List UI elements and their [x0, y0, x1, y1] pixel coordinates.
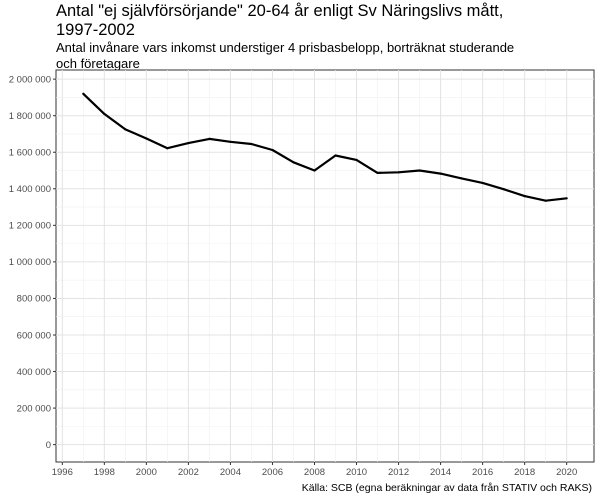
chart-title: Antal "ej självförsörjande" 20-64 år enl…: [56, 2, 504, 39]
x-tick-label: 2004: [220, 467, 241, 478]
data-point: [481, 181, 484, 185]
grid-lines: [56, 70, 594, 462]
y-tick-label: 1 800 000: [9, 111, 51, 122]
y-tick-label: 0: [46, 440, 51, 451]
data-point: [334, 154, 337, 157]
y-tick-label: 600 000: [17, 330, 51, 341]
data-point: [502, 188, 505, 191]
y-tick-label: 1 200 000: [9, 221, 51, 232]
x-tick-label: 2002: [178, 467, 199, 478]
y-tick-label: 1 400 000: [9, 184, 51, 195]
data-point: [439, 172, 442, 175]
data-point: [82, 92, 85, 95]
data-point: [523, 194, 526, 198]
x-tick-label: 1998: [94, 467, 115, 478]
data-point: [271, 148, 274, 152]
data-point: [250, 142, 253, 146]
data-point: [166, 147, 169, 150]
x-tick-label: 2016: [472, 467, 493, 478]
data-point: [418, 169, 421, 172]
y-tick-label: 2 000 000: [9, 74, 51, 85]
y-tick-label: 800 000: [17, 294, 51, 305]
data-point: [313, 169, 316, 172]
x-tick-label: 2020: [556, 467, 577, 478]
data-point: [355, 158, 358, 162]
x-tick-label: 2008: [304, 467, 325, 478]
data-point: [376, 171, 379, 174]
data-point: [187, 142, 190, 145]
series-line: [82, 93, 567, 202]
data-point: [103, 112, 106, 115]
data-point: [460, 177, 463, 180]
plot-panel: [55, 69, 595, 463]
data-point: [292, 161, 295, 164]
data-point: [145, 137, 148, 140]
y-tick-label: 200 000: [17, 403, 51, 414]
data-point: [229, 140, 232, 143]
x-tick-label: 2006: [262, 467, 283, 478]
y-tick-label: 1 000 000: [9, 257, 51, 268]
x-tick-label: 2018: [514, 467, 535, 478]
data-point: [124, 128, 127, 131]
series-layer: [82, 92, 568, 202]
x-tick-label: 2014: [430, 467, 451, 478]
data-point: [208, 137, 211, 140]
data-point: [565, 197, 568, 200]
x-tick-label: 2010: [346, 467, 367, 478]
axes: 0 200 000 400 000 600 000 800 000 1 000 000 1 …: [9, 74, 578, 478]
x-tick-label: 2000: [136, 467, 157, 478]
source-caption: Källa: SCB (egna beräkningar av data frå…: [301, 482, 592, 494]
y-tick-label: 400 000: [17, 367, 51, 378]
y-tick-label: 1 600 000: [9, 148, 51, 159]
data-point: [397, 171, 400, 174]
data-point: [544, 199, 547, 202]
x-tick-label: 1996: [52, 467, 73, 478]
x-tick-label: 2012: [388, 467, 409, 478]
chart-subtitle: Antal invånare vars inkomst understiger …: [56, 40, 515, 71]
